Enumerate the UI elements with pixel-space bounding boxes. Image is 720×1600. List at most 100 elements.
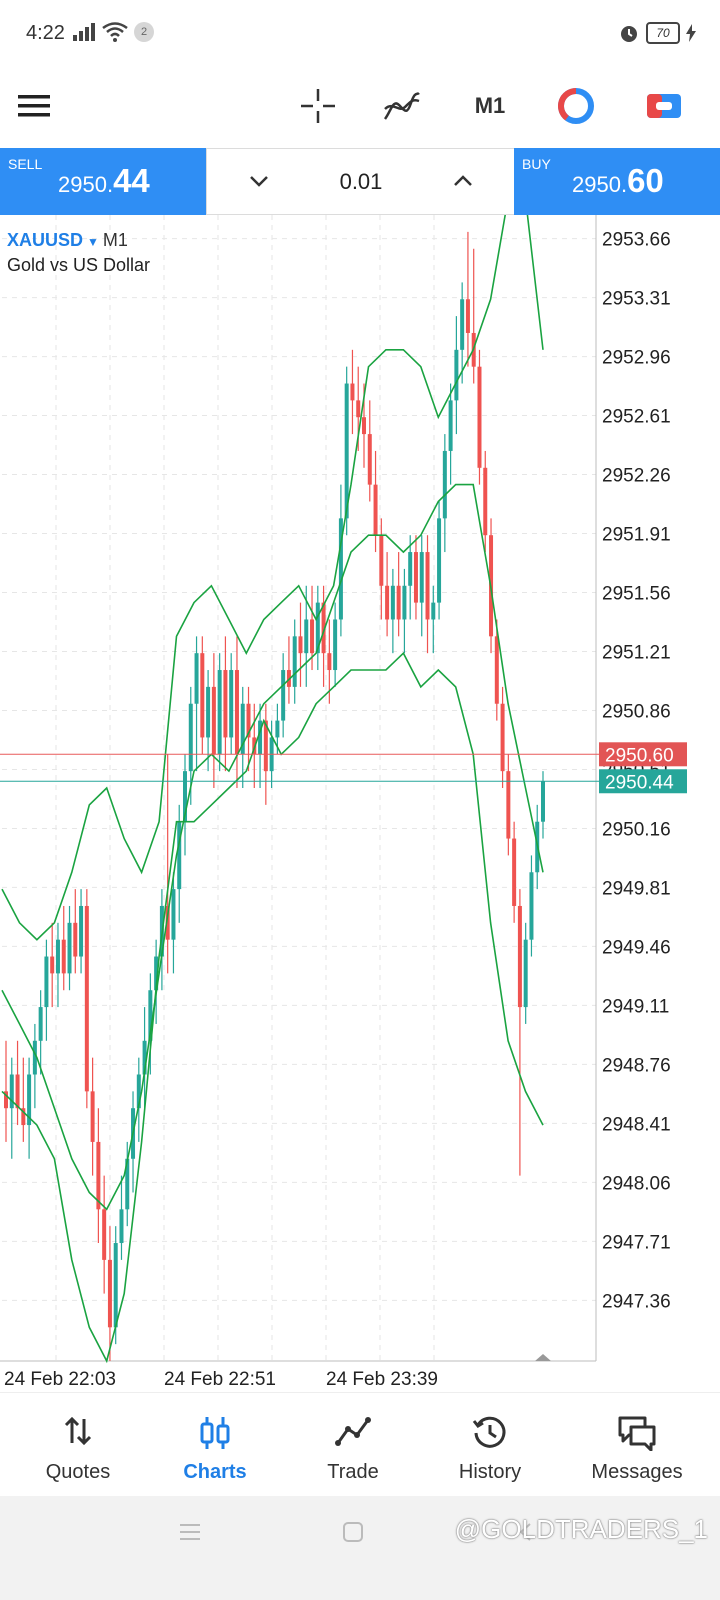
sell-button[interactable]: SELL 2950.44 [0, 148, 206, 215]
messages-icon [618, 1416, 656, 1451]
nav-label-quotes: Quotes [45, 1461, 111, 1483]
lot-size-value[interactable]: 0.01 [339, 169, 383, 194]
y-tick-label: 2951.56 [602, 584, 671, 605]
candle-body [390, 585, 395, 620]
candle-body [165, 905, 170, 940]
lot-increase-button[interactable] [447, 165, 479, 197]
y-tick-label: 2951.91 [602, 525, 671, 546]
candle-body [431, 602, 436, 620]
symbol-name[interactable]: XAUUSD [7, 230, 84, 250]
y-tick-label: 2953.66 [602, 230, 671, 251]
wifi-icon [102, 22, 128, 42]
buy-price-suffix: 60 [627, 162, 664, 199]
y-tick-label: 2947.36 [602, 1291, 671, 1312]
candle-body [460, 299, 465, 350]
candle-body [27, 1074, 32, 1126]
status-right-icons: 70 [618, 22, 696, 44]
candle-body [425, 552, 430, 620]
candle-body [148, 990, 153, 1041]
candle-body [211, 686, 216, 755]
sell-price-suffix: 44 [113, 162, 150, 199]
price-chart[interactable]: 2953.66 2953.31 2952.96 2952.61 2952.26 2951.… [0, 215, 720, 1390]
symbol-description: Gold vs US Dollar [7, 255, 151, 275]
candle-body [465, 299, 470, 333]
candle-body [315, 602, 320, 654]
y-tick-label: 2950.86 [602, 701, 671, 722]
candle-body [61, 939, 66, 974]
candle-body [506, 771, 511, 839]
buy-label: BUY [522, 156, 551, 172]
chart-toolbar: M1 [0, 66, 720, 148]
new-order-button[interactable] [642, 80, 686, 132]
candle-body [183, 771, 187, 822]
sell-label: SELL [8, 156, 43, 172]
home-icon[interactable] [342, 1521, 364, 1543]
recents-icon[interactable] [178, 1522, 202, 1542]
x-tick-label: 24 Feb 22:03 [4, 1369, 116, 1390]
candle-body [79, 905, 84, 957]
chart-area[interactable]: 2953.66 2953.31 2952.96 2952.61 2952.26 2951.… [0, 215, 720, 1390]
candle-body [15, 1074, 20, 1109]
candle-body [483, 467, 488, 536]
nav-messages[interactable]: Messages [567, 1393, 707, 1497]
chevron-down-icon [250, 176, 268, 187]
symbol-dropdown-icon[interactable]: ▼ [87, 235, 99, 249]
crosshair-button[interactable] [296, 80, 340, 132]
candle-body [413, 552, 418, 603]
indicators-button[interactable] [380, 80, 424, 132]
candle-body [327, 653, 332, 671]
back-icon[interactable] [516, 1522, 536, 1542]
system-navigation-bar [0, 1496, 720, 1600]
nav-charts[interactable]: Charts [145, 1393, 285, 1497]
x-tick-label: 24 Feb 22:51 [164, 1369, 276, 1390]
candle-body [246, 703, 251, 738]
y-tick-label: 2952.26 [602, 466, 671, 487]
candle-body [356, 400, 361, 418]
buy-button[interactable]: BUY 2950.60 [514, 148, 720, 215]
nav-history[interactable]: History [420, 1393, 560, 1497]
y-tick-label: 2949.11 [602, 996, 669, 1017]
sell-price-prefix: 2950. [58, 172, 114, 197]
candle-body [512, 838, 517, 906]
candle-body [419, 552, 424, 603]
candle-body [171, 889, 176, 940]
candle-body [142, 1040, 147, 1075]
candle-body [523, 939, 528, 1008]
lot-decrease-button[interactable] [243, 165, 275, 197]
nav-quotes[interactable]: Quotes [8, 1393, 148, 1497]
crosshair-icon [301, 89, 335, 123]
candle-body [517, 905, 522, 1008]
quotes-icon [64, 1416, 92, 1446]
y-tick-label: 2952.61 [602, 407, 671, 428]
nav-label-history: History [458, 1461, 522, 1483]
candle-body [206, 686, 211, 738]
one-click-trading-button[interactable] [554, 80, 598, 132]
history-icon [472, 1416, 506, 1448]
candle-body [258, 720, 263, 755]
candle-body [240, 703, 245, 755]
bid-price-tag [599, 769, 687, 794]
candle-body [338, 518, 343, 620]
candle-body [90, 1091, 95, 1142]
timeframe-button[interactable]: M1 [466, 80, 514, 132]
candle-body [194, 653, 199, 704]
trade-panel-icon [647, 94, 681, 118]
candle-body [477, 366, 482, 468]
bollinger-band-upper [1, 215, 544, 941]
candle-body [188, 703, 193, 772]
candle-body [32, 1040, 37, 1075]
candle-body [304, 619, 309, 654]
menu-button[interactable] [14, 80, 54, 132]
candle-body [275, 720, 280, 738]
nav-trade[interactable]: Trade [283, 1393, 423, 1497]
y-tick-label: 2951.21 [602, 642, 671, 663]
bottom-navigation: Quotes Charts Trade Histor [0, 1392, 720, 1497]
symbol-info[interactable]: XAUUSD ▼ M1 [7, 230, 128, 251]
candle-body [217, 670, 222, 755]
charts-icon [200, 1417, 230, 1449]
status-bar: 4:22 2 70 [0, 0, 720, 66]
candle-body [21, 1108, 26, 1126]
bollinger-band-middle [1, 483, 544, 1211]
y-tick-label: 2948.06 [602, 1173, 671, 1194]
timeframe-label: M1 [474, 93, 506, 118]
